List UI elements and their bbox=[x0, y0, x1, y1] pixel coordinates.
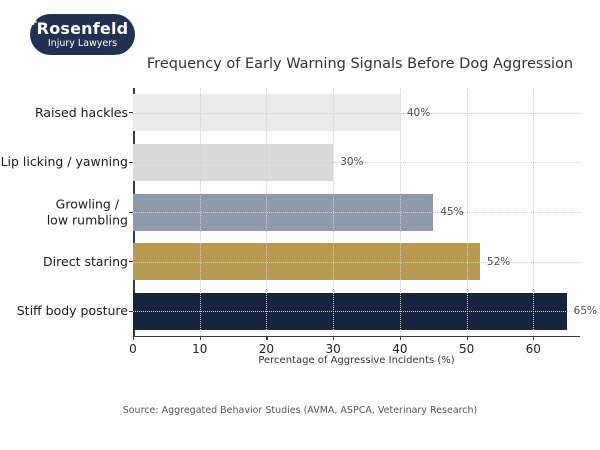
horizontal-gridline bbox=[133, 112, 580, 114]
x-axis-tick bbox=[133, 336, 135, 340]
horizontal-gridline bbox=[133, 162, 580, 164]
horizontal-gridline bbox=[133, 212, 580, 213]
category-label: Lip licking / yawning bbox=[0, 154, 128, 170]
bar-value-label: 65% bbox=[573, 305, 597, 318]
medical-cross-icon: ✚ bbox=[29, 17, 38, 28]
x-axis-tick bbox=[333, 336, 335, 340]
y-axis-tick bbox=[129, 112, 133, 114]
category-label: Stiff body posture bbox=[16, 303, 128, 319]
chart-title: Frequency of Early Warning Signals Befor… bbox=[146, 56, 574, 72]
source-note: Source: Aggregated Behavior Studies (AVM… bbox=[122, 405, 478, 416]
category-label: Raised hackles bbox=[34, 104, 128, 120]
x-axis-tick-label: 60 bbox=[525, 342, 541, 356]
bar-value-label: 52% bbox=[486, 255, 511, 268]
brand-logo: ✚ Rosenfeld Injury Lawyers bbox=[30, 14, 135, 55]
x-axis-tick-label: 0 bbox=[129, 342, 137, 356]
y-axis-tick bbox=[129, 211, 133, 213]
x-axis-tick-label: 30 bbox=[325, 342, 341, 356]
x-axis-line bbox=[133, 335, 580, 337]
x-axis-label: Percentage of Aggressive Incidents (%) bbox=[258, 355, 455, 366]
x-axis-tick-label: 20 bbox=[258, 342, 275, 356]
logo-tagline: Injury Lawyers bbox=[47, 37, 118, 49]
category-label: Direct staring bbox=[43, 253, 128, 269]
x-axis-tick bbox=[533, 336, 535, 340]
category-label: Growling / low rumbling bbox=[46, 196, 128, 227]
logo-brand-name: Rosenfeld bbox=[36, 18, 129, 38]
bar-value-label: 45% bbox=[440, 206, 464, 218]
horizontal-gridline bbox=[133, 261, 580, 263]
y-axis-tick bbox=[129, 261, 133, 263]
x-axis-tick-label: 10 bbox=[192, 342, 208, 356]
bar-value-label: 30% bbox=[340, 156, 364, 169]
horizontal-gridline bbox=[133, 311, 580, 313]
y-axis-tick bbox=[129, 161, 133, 164]
x-axis-tick bbox=[466, 336, 468, 340]
plot-area: 40% 30% 45% 52% 65% bbox=[129, 88, 597, 337]
x-axis-tick bbox=[266, 336, 268, 340]
x-axis-tick-label: 50 bbox=[458, 342, 475, 356]
bar-value-label: 40% bbox=[406, 106, 431, 119]
x-axis-tick bbox=[399, 336, 402, 340]
x-axis-tick-label: 40 bbox=[392, 342, 408, 356]
y-axis-tick bbox=[129, 310, 133, 312]
x-axis-tick bbox=[199, 336, 201, 340]
logo-brand-text: ✚ Rosenfeld bbox=[30, 18, 129, 38]
